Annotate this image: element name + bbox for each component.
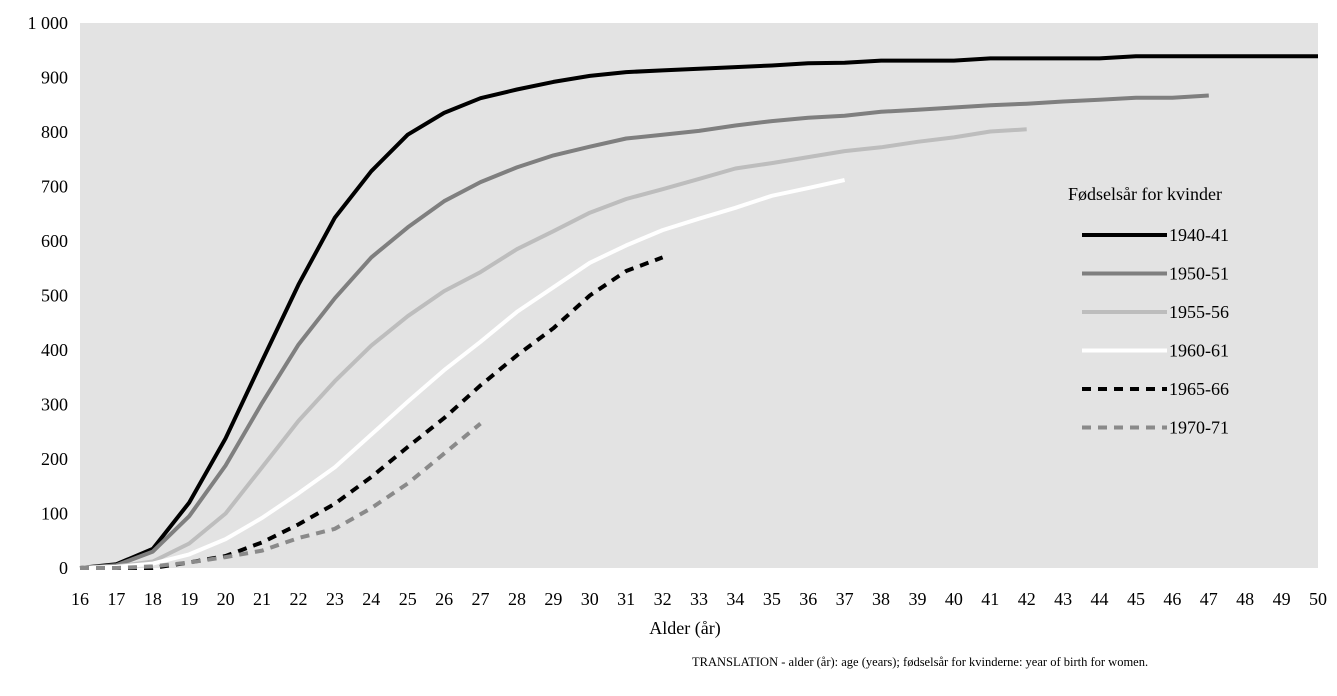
x-axis-ticks: 16 17 18 19 20 21 22 23 24 25 26 27 28 29 30 31 32 33 34 35… (71, 589, 1327, 609)
y-tick-label: 400 (41, 340, 68, 360)
x-tick-label: 40 (945, 589, 963, 609)
y-tick-label: 800 (41, 122, 68, 142)
y-axis-ticks: 0 100 200 300 400 500 600 700 800 900 1 000 (28, 13, 69, 578)
x-tick-label: 36 (799, 589, 817, 609)
x-tick-label: 21 (253, 589, 271, 609)
x-tick-label: 43 (1054, 589, 1072, 609)
series-line-1950-51 (79, 93, 1209, 570)
x-tick-label: 50 (1309, 589, 1327, 609)
x-tick-label: 33 (690, 589, 708, 609)
legend-label: 1970-71 (1169, 418, 1229, 438)
y-tick-label: 500 (41, 286, 68, 306)
x-tick-label: 30 (581, 589, 599, 609)
series-line-1960-61 (79, 178, 846, 570)
series-lines (79, 54, 1318, 570)
x-tick-label: 35 (763, 589, 781, 609)
series-line-1955-56 (79, 127, 1027, 570)
x-tick-label: 48 (1236, 589, 1254, 609)
x-tick-label: 19 (180, 589, 198, 609)
x-tick-label: 17 (107, 589, 125, 609)
y-tick-label: 100 (41, 504, 68, 524)
x-tick-label: 18 (144, 589, 162, 609)
x-tick-label: 46 (1163, 589, 1181, 609)
legend-label: 1955-56 (1169, 302, 1229, 322)
translation-note: TRANSLATION - alder (år): age (years); f… (692, 655, 1149, 669)
x-tick-label: 44 (1091, 589, 1109, 609)
series-line-1970-71 (80, 422, 482, 570)
series-line-1940-41 (79, 54, 1318, 570)
x-tick-label: 29 (544, 589, 562, 609)
y-tick-label: 200 (41, 449, 68, 469)
y-tick-label: 600 (41, 231, 68, 251)
legend-label: 1960-61 (1169, 341, 1229, 361)
x-tick-label: 27 (472, 589, 490, 609)
x-tick-label: 49 (1273, 589, 1291, 609)
x-tick-label: 32 (654, 589, 672, 609)
x-tick-label: 22 (289, 589, 307, 609)
x-tick-label: 31 (617, 589, 635, 609)
x-tick-label: 23 (326, 589, 344, 609)
legend-label: 1940-41 (1169, 225, 1229, 245)
legend-title: Fødselsår for kvinder (1068, 184, 1222, 204)
y-tick-label: 700 (41, 177, 68, 197)
x-tick-label: 28 (508, 589, 526, 609)
y-tick-label: 300 (41, 395, 68, 415)
x-tick-label: 37 (836, 589, 854, 609)
x-tick-label: 42 (1018, 589, 1036, 609)
x-axis-title: Alder (år) (649, 618, 720, 639)
x-tick-label: 25 (399, 589, 417, 609)
line-chart: 0 100 200 300 400 500 600 700 800 900 1 000 16 17 18… (28, 13, 1328, 639)
x-tick-label: 34 (726, 589, 744, 609)
x-tick-label: 39 (908, 589, 926, 609)
x-tick-label: 41 (981, 589, 999, 609)
x-tick-label: 26 (435, 589, 453, 609)
y-tick-label: 0 (59, 558, 68, 578)
x-tick-label: 24 (362, 589, 380, 609)
x-tick-label: 38 (872, 589, 890, 609)
x-tick-label: 45 (1127, 589, 1145, 609)
plot-area (80, 23, 1318, 568)
y-tick-label: 900 (41, 68, 68, 88)
y-tick-label: 1 000 (28, 13, 69, 33)
x-tick-label: 47 (1200, 589, 1218, 609)
legend: Fødselsår for kvinder 1940-41 1950-51 1955… (1068, 184, 1229, 438)
legend-label: 1950-51 (1169, 264, 1229, 284)
legend-label: 1965-66 (1169, 379, 1229, 399)
x-tick-label: 16 (71, 589, 89, 609)
x-tick-label: 20 (217, 589, 235, 609)
